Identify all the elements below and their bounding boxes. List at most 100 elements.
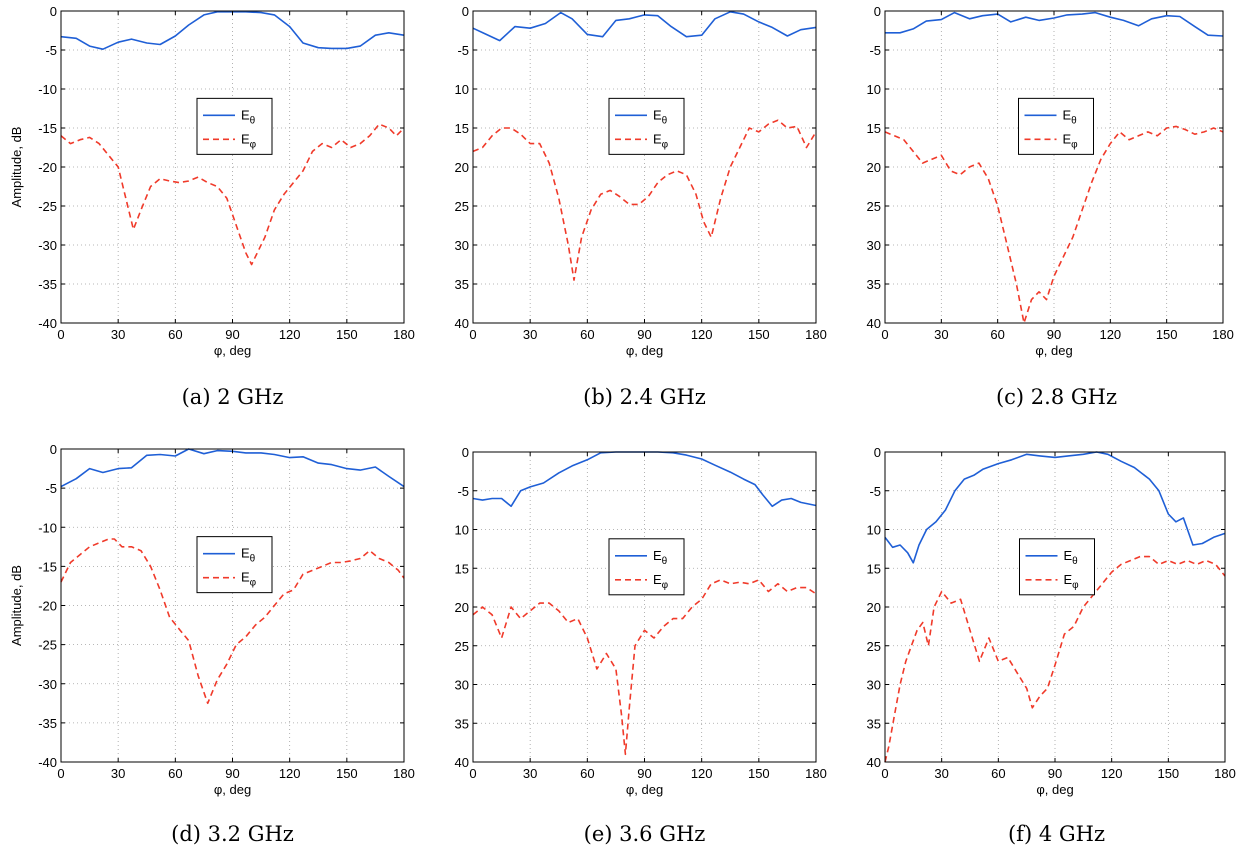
x-axis-label: φ, deg (1035, 343, 1072, 358)
y-tick-label: -35 (38, 277, 57, 292)
y-tick-label: -5 (457, 484, 469, 499)
caption-e: (e) 3.6 GHz (583, 822, 706, 846)
x-tick-label: 0 (469, 766, 476, 781)
plot-area (473, 452, 816, 762)
series-line-e-phi (472, 119, 817, 281)
y-tick-label: -30 (38, 677, 57, 692)
x-tick-label: 0 (57, 766, 64, 781)
y-tick-label: 20 (867, 160, 881, 175)
x-tick-label: 180 (1212, 327, 1234, 342)
x-tick-label: 150 (336, 327, 358, 342)
series-line-e-phi (60, 538, 405, 705)
x-axis-label: φ, deg (626, 343, 663, 358)
legend: Eθ Eφ (1018, 97, 1094, 155)
y-tick-label: 35 (867, 716, 881, 731)
y-axis-label: Amplitude, dB (9, 127, 24, 208)
x-tick-label: 90 (1047, 327, 1061, 342)
chart-panel: 0 30 60 90 120 150 180 0 -5 10 15 20 25 30 35 40 φ, deg E… (867, 445, 1236, 797)
y-tick-label: -10 (38, 82, 57, 97)
x-tick-label: 180 (393, 327, 415, 342)
y-tick-label: 25 (867, 199, 881, 214)
x-tick-label: 120 (1101, 766, 1123, 781)
y-tick-label: 20 (455, 600, 469, 615)
y-tick-label: 15 (455, 561, 469, 576)
y-tick-label: 15 (867, 121, 881, 136)
x-tick-label: 180 (1214, 766, 1236, 781)
y-tick-label: -15 (38, 559, 57, 574)
y-tick-label: -25 (38, 638, 57, 653)
x-tick-label: 60 (580, 327, 594, 342)
x-tick-label: 120 (691, 766, 713, 781)
legend: Eθ Eφ (1019, 538, 1095, 596)
y-tick-label: 30 (867, 678, 881, 693)
legend: Eθ Eφ (608, 538, 685, 596)
y-tick-label: 35 (455, 277, 469, 292)
y-tick-label: 20 (455, 160, 469, 175)
y-tick-label: 15 (455, 121, 469, 136)
x-tick-label: 0 (881, 327, 888, 342)
y-tick-label: 40 (867, 755, 881, 770)
y-tick-label: 40 (867, 316, 881, 331)
legend: Eθ Eφ (196, 536, 273, 594)
y-tick-label: 35 (455, 716, 469, 731)
y-tick-label: -5 (869, 43, 881, 58)
x-tick-label: 30 (111, 766, 125, 781)
legend-label: Eφ (1063, 131, 1079, 150)
legend-box (608, 97, 685, 155)
series-line-e-phi (884, 125, 1224, 324)
x-tick-label: 150 (336, 766, 358, 781)
y-tick-label: 10 (867, 523, 881, 538)
x-axis-label: φ, deg (626, 782, 663, 797)
x-tick-label: 30 (111, 327, 125, 342)
y-tick-label: -25 (38, 199, 57, 214)
x-tick-label: 180 (393, 766, 415, 781)
x-tick-label: 30 (934, 327, 948, 342)
y-tick-label: 25 (867, 639, 881, 654)
x-tick-label: 150 (748, 327, 770, 342)
x-tick-label: 150 (1156, 327, 1178, 342)
legend-box (1018, 97, 1094, 155)
legend-box (1019, 538, 1095, 596)
legend-box (196, 97, 273, 155)
y-tick-label: 15 (867, 561, 881, 576)
y-tick-label: 20 (867, 600, 881, 615)
caption-c: (c) 2.8 GHz (995, 385, 1118, 409)
series-line-e-theta (885, 11, 1224, 37)
y-tick-label: -5 (869, 484, 881, 499)
legend-label: Eθ (1064, 548, 1079, 567)
x-axis-label: φ, deg (214, 343, 251, 358)
legend-label: Eφ (653, 131, 669, 150)
y-tick-label: -15 (38, 121, 57, 136)
y-tick-label: 0 (874, 4, 881, 19)
y-tick-label: 30 (455, 238, 469, 253)
y-tick-label: -20 (38, 160, 57, 175)
y-tick-label: 25 (455, 639, 469, 654)
x-tick-label: 0 (469, 327, 476, 342)
x-tick-label: 180 (805, 766, 827, 781)
x-tick-label: 60 (990, 327, 1004, 342)
x-tick-label: 30 (523, 327, 537, 342)
x-tick-label: 0 (57, 327, 64, 342)
legend-label: Eθ (653, 107, 668, 126)
legend-label: Eφ (241, 131, 257, 150)
legend-box (196, 536, 273, 594)
y-tick-label: 10 (455, 523, 469, 538)
x-tick-label: 60 (991, 766, 1005, 781)
caption-f: (f) 4 GHz (1007, 822, 1106, 846)
legend-label: Eφ (241, 570, 257, 589)
x-tick-label: 90 (637, 327, 651, 342)
y-tick-label: -35 (38, 716, 57, 731)
y-tick-label: 10 (455, 82, 469, 97)
y-tick-label: 10 (867, 82, 881, 97)
y-tick-label: -10 (38, 520, 57, 535)
series-line-e-phi (472, 579, 817, 756)
x-tick-label: 90 (225, 766, 239, 781)
x-tick-label: 60 (168, 766, 182, 781)
y-tick-label: -40 (38, 755, 57, 770)
y-tick-label: 30 (455, 678, 469, 693)
x-tick-label: 120 (691, 327, 713, 342)
x-tick-label: 150 (748, 766, 770, 781)
x-tick-label: 60 (168, 327, 182, 342)
legend-label: Eθ (1063, 107, 1078, 126)
y-tick-label: 40 (455, 316, 469, 331)
